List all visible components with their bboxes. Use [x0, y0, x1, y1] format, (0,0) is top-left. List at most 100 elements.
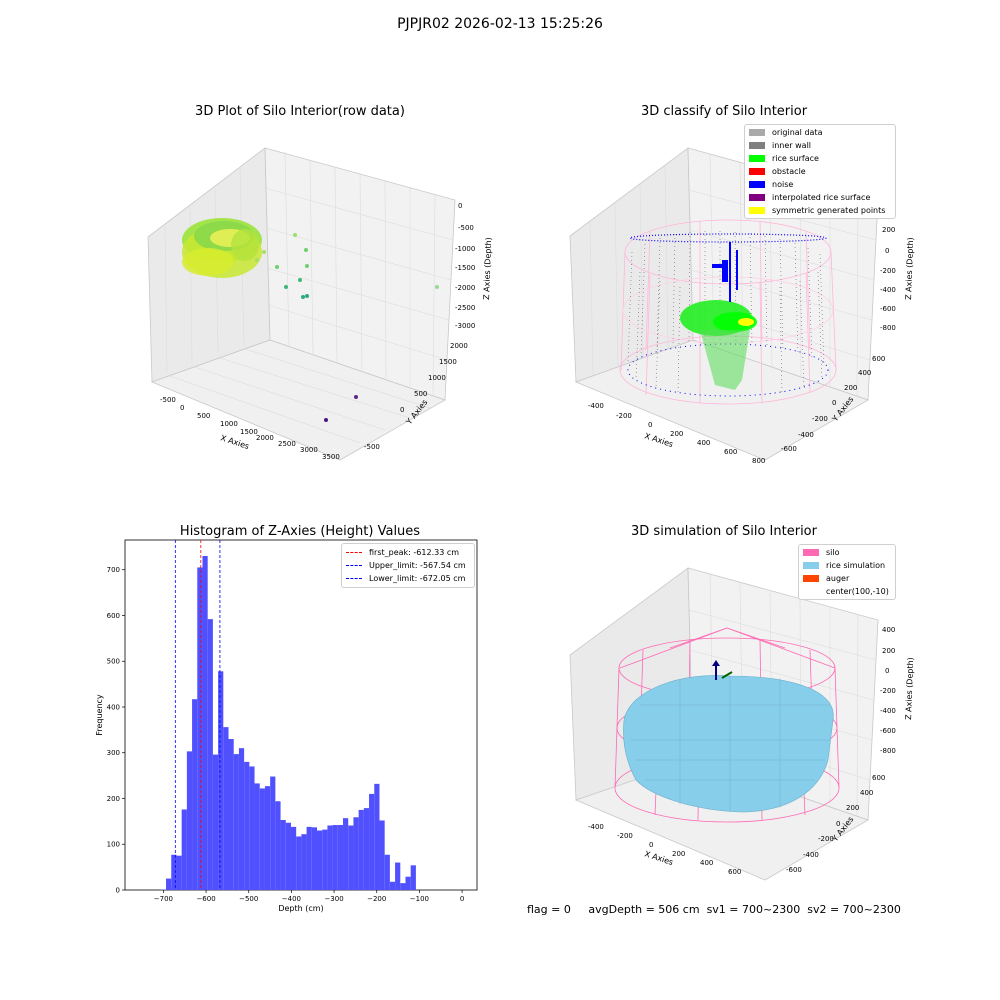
p4-y-tick-3: 0 — [836, 820, 840, 828]
p4-x-tick-1: -200 — [617, 832, 633, 840]
p4-z-tick-5: -600 — [880, 727, 896, 735]
p4-x-tick-4: 400 — [700, 859, 713, 867]
p4-z-tick-0: 400 — [882, 626, 895, 634]
hist-bar — [233, 754, 239, 890]
p4-x-tick-3: 200 — [672, 850, 685, 858]
panel3-histogram: −700 −600 −500 −400 −300 −200 −100 0 0 100 200 300… — [95, 539, 478, 913]
legend-item-rice-surface: rice surface — [745, 152, 895, 165]
p2-z-tick-5: -800 — [880, 324, 896, 332]
y-tick-label: 200 — [107, 795, 120, 803]
legend-swatch — [803, 549, 819, 556]
hist-bar — [348, 825, 354, 890]
panel4-legend: silo rice simulation auger center(100,-1… — [798, 544, 896, 600]
p2-x-tick-5: 600 — [724, 448, 737, 456]
hist-bar — [395, 862, 401, 890]
p1-y-tick-3: 1000 — [428, 374, 446, 382]
panel2-x-ticks: -400 -200 0 200 400 600 800 — [588, 402, 765, 465]
p2-y-tick-4: 200 — [844, 384, 857, 392]
hist-x-label: Depth (cm) — [278, 904, 323, 913]
panel1-3d-plot: -500 0 500 1000 1500 2000 2500 3000 3500… — [147, 147, 493, 461]
hist-bar — [369, 793, 375, 890]
y-tick-label: 300 — [107, 749, 120, 757]
hist-bar — [212, 754, 219, 890]
legend-swatch — [749, 155, 765, 162]
p1-z-tick-1: -500 — [458, 224, 474, 232]
hist-bar — [181, 809, 187, 890]
p1-x-tick-1: 0 — [180, 404, 184, 412]
hist-bar — [379, 820, 385, 890]
hist-bar — [249, 766, 255, 890]
p1-x-tick-8: 3500 — [322, 453, 340, 461]
p1-z-tick-3: -1500 — [455, 264, 475, 272]
p4-x-tick-5: 600 — [728, 868, 741, 876]
hist-x-ticks: −700 −600 −500 −400 −300 −200 −100 0 — [154, 890, 464, 903]
panel2-legend: original data inner wall rice surface ob… — [744, 124, 896, 219]
hist-bar — [327, 825, 333, 890]
p4-x-tick-2: 0 — [649, 841, 653, 849]
legend-item-upper-limit: Upper_limit: -567.54 cm — [342, 559, 474, 572]
status-flag: flag = 0 — [527, 903, 571, 916]
x-tick-label: −500 — [239, 895, 258, 903]
hist-bar — [337, 825, 344, 890]
panel3-title: Histogram of Z-Axies (Height) Values — [179, 524, 421, 539]
legend-item-inner-wall: inner wall — [745, 139, 895, 152]
p4-y-tick-0: -600 — [786, 866, 802, 874]
p4-y-tick-6: 600 — [872, 774, 885, 782]
hist-bar — [405, 876, 411, 890]
legend-item-symmetric: symmetric generated points — [745, 204, 895, 217]
p4-z-label: Z Axies (Depth) — [904, 657, 915, 720]
hist-bar — [384, 854, 390, 890]
hist-bar — [275, 801, 281, 890]
p1-x-tick-0: -500 — [160, 396, 176, 404]
hist-bar — [400, 883, 406, 890]
hist-bar — [176, 855, 182, 890]
hist-bar — [270, 776, 276, 890]
hist-bar — [374, 783, 380, 890]
p1-x-tick-2: 500 — [197, 412, 210, 420]
p1-x-tick-3: 1000 — [220, 420, 238, 428]
p4-x-tick-0: -400 — [588, 823, 604, 831]
legend-item-rice-simulation: rice simulation — [799, 559, 895, 572]
p4-y-tick-5: 400 — [860, 789, 873, 797]
status-line: flag = 0 avgDepth = 506 cm sv1 = 700~230… — [520, 890, 901, 916]
status-sv2: sv2 = 700~2300 — [807, 903, 901, 916]
p1-y-tick-1: 0 — [400, 406, 404, 414]
p4-z-tick-2: 0 — [885, 667, 889, 675]
panel2-z-ticks: 200 0 -200 -400 -600 -800 — [880, 226, 896, 332]
panel4-y-ticks: -600 -400 -200 0 200 400 600 — [786, 774, 885, 874]
panel4-x-ticks: -400 -200 0 200 400 600 — [588, 823, 741, 876]
p1-y-tick-0: -500 — [364, 443, 380, 451]
hist-bar — [171, 854, 177, 890]
p2-z-label: Z Axies (Depth) — [904, 237, 915, 300]
p1-z-tick-5: -2500 — [455, 304, 475, 312]
legend-swatch — [749, 181, 765, 188]
panel2-y-ticks: -600 -400 -200 0 200 400 600 — [781, 355, 885, 453]
hist-bar — [306, 826, 312, 890]
legend-swatch — [749, 207, 765, 214]
hist-bar — [353, 817, 359, 890]
legend-item-noise: noise — [745, 178, 895, 191]
hist-bar — [280, 820, 286, 890]
p1-x-tick-4: 1500 — [240, 428, 258, 436]
p2-x-tick-0: -400 — [588, 402, 604, 410]
hist-bar — [322, 829, 328, 890]
p1-y-tick-4: 1500 — [439, 358, 457, 366]
p2-y-tick-1: -400 — [798, 431, 814, 439]
hist-bar — [207, 619, 213, 890]
hist-bar — [358, 809, 364, 890]
p1-z-tick-6: -3000 — [455, 322, 475, 330]
p1-x-tick-5: 2000 — [256, 434, 274, 442]
p2-y-tick-2: -200 — [812, 415, 828, 423]
p2-z-tick-2: -200 — [880, 267, 896, 275]
legend-item-silo: silo — [799, 546, 895, 559]
p2-z-tick-4: -600 — [880, 305, 896, 313]
legend-swatch — [803, 575, 819, 582]
x-tick-label: −200 — [367, 895, 386, 903]
hist-bar — [197, 567, 203, 890]
legend-item-lower-limit: Lower_limit: -672.05 cm — [342, 572, 474, 585]
p4-y-tick-2: -200 — [818, 835, 834, 843]
hist-bar — [218, 671, 224, 890]
legend-item-interpolated: interpolated rice surface — [745, 191, 895, 204]
hist-bar — [285, 822, 291, 890]
